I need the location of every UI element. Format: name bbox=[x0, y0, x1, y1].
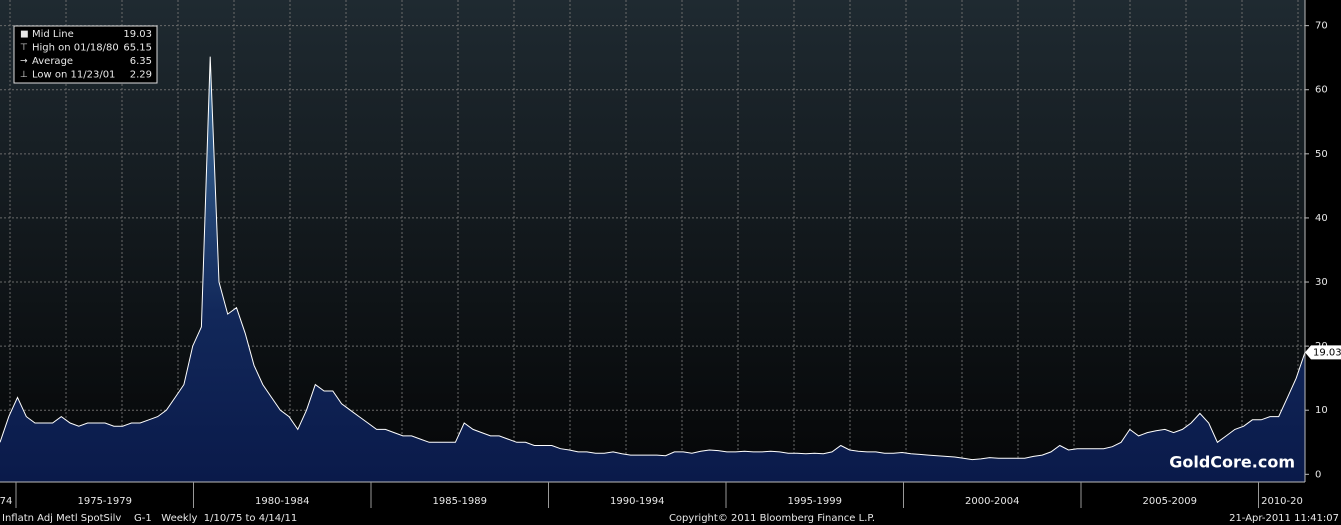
legend-label: Average bbox=[32, 56, 73, 67]
legend-symbol: ⊤ bbox=[20, 43, 28, 53]
x-band-label: 1975-1979 bbox=[77, 496, 132, 507]
plot bbox=[0, 56, 1306, 482]
legend-value: 2.29 bbox=[130, 70, 152, 81]
x-band-label: 1995-1999 bbox=[787, 496, 842, 507]
y-tick-label: 60 bbox=[1315, 85, 1328, 96]
x-band-label: 1980-1984 bbox=[255, 496, 310, 507]
footer-right: 21-Apr-2011 11:41:07 bbox=[1229, 513, 1339, 524]
area bbox=[0, 56, 1305, 482]
x-band-label: 2005-2009 bbox=[1142, 496, 1197, 507]
legend-label: Low on 11/23/01 bbox=[32, 70, 115, 81]
legend-label: High on 01/18/80 bbox=[32, 43, 119, 54]
x-band-label: 1985-1989 bbox=[432, 496, 487, 507]
legend-box bbox=[13, 25, 158, 84]
legend-value: 19.03 bbox=[123, 29, 152, 40]
legend-value: 65.15 bbox=[123, 43, 152, 54]
y-tick-label: 70 bbox=[1315, 21, 1328, 32]
last-value-tag bbox=[1305, 345, 1341, 360]
x-band-label: 2010-20 bbox=[1261, 496, 1303, 507]
legend-symbol: ■ bbox=[20, 30, 29, 40]
legend-symbol: ⊥ bbox=[20, 70, 28, 80]
x-band-label: 1990-1994 bbox=[610, 496, 665, 507]
x-band-label: 74 bbox=[0, 496, 12, 507]
y-tick-label: 0 bbox=[1315, 469, 1321, 480]
watermark: GoldCore.com bbox=[1169, 453, 1295, 472]
y-tick-label: 30 bbox=[1315, 277, 1328, 288]
y-tick-label: 50 bbox=[1315, 149, 1328, 160]
footer-center: Copyright© 2011 Bloomberg Finance L.P. bbox=[669, 513, 875, 524]
legend-value: 6.35 bbox=[130, 56, 152, 67]
footer-left: Inflatn Adj Metl SpotSilv G-1 Weekly 1/1… bbox=[2, 513, 297, 524]
y-tick-label: 40 bbox=[1315, 213, 1328, 224]
legend: ■ Mid Line 19.03 ⊤ High on 01/18/80 65.15 → Ave… bbox=[13, 25, 158, 84]
legend-label: Mid Line bbox=[32, 29, 74, 40]
last-value-label: 19.03 bbox=[1313, 347, 1341, 358]
y-tick-label: 10 bbox=[1315, 405, 1328, 416]
legend-symbol: → bbox=[20, 57, 28, 67]
line bbox=[0, 56, 1306, 461]
x-band-label: 2000-2004 bbox=[965, 496, 1020, 507]
